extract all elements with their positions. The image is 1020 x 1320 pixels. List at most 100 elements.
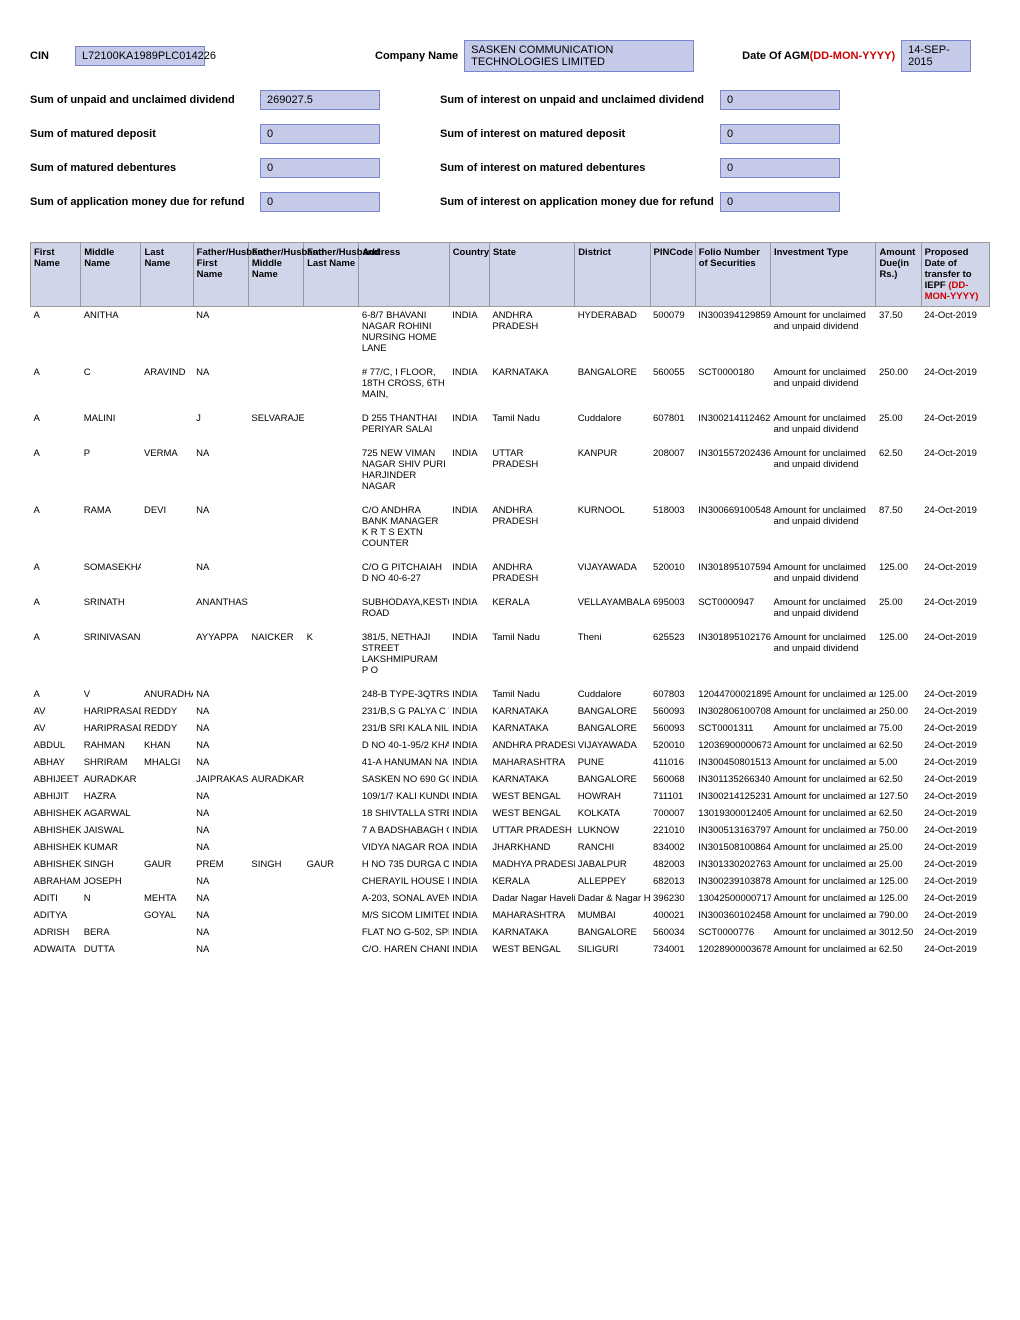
table-cell: VERMA — [141, 445, 193, 502]
table-cell: KOLKATA — [575, 805, 650, 822]
table-cell: NA — [193, 805, 248, 822]
table-cell — [141, 559, 193, 594]
table-row: ABHISHEKSINGHGAURPREMSINGHGAURH NO 735 D… — [31, 856, 990, 873]
table-cell: Amount for unclaimed an — [771, 924, 876, 941]
summary-left-value[interactable]: 0 — [260, 192, 380, 212]
table-cell: NA — [193, 890, 248, 907]
table-cell: SINGH — [81, 856, 141, 873]
table-cell: IN301135266340 — [695, 771, 770, 788]
table-cell: A — [31, 307, 81, 365]
summary-left-value[interactable]: 0 — [260, 124, 380, 144]
table-cell: REDDY — [141, 703, 193, 720]
table-row: ABHISHEKAGARWALNA18 SHIVTALLA STREEINDIA… — [31, 805, 990, 822]
table-cell — [304, 941, 359, 958]
table-cell: INDIA — [449, 754, 489, 771]
table-cell: JAIPRAKASH — [193, 771, 248, 788]
table-cell: 24-Oct-2019 — [921, 924, 989, 941]
table-cell: INDIA — [449, 594, 489, 629]
table-row: ADITYAGOYALNAM/S SICOM LIMITEDINDIAMAHAR… — [31, 907, 990, 924]
summary-right-value[interactable]: 0 — [720, 158, 840, 178]
table-cell: NA — [193, 686, 248, 703]
summary-right-value[interactable]: 0 — [720, 124, 840, 144]
table-cell — [248, 890, 303, 907]
table-cell: 3012.50 — [876, 924, 921, 941]
table-cell: INDIA — [449, 686, 489, 703]
table-cell: DUTTA — [81, 941, 141, 958]
th-state: State — [489, 243, 574, 307]
table-cell — [248, 822, 303, 839]
table-cell: 396230 — [650, 890, 695, 907]
table-cell: CHERAYIL HOUSE NE — [359, 873, 449, 890]
table-cell: NAICKER — [248, 629, 303, 686]
th-pincode: PINCode — [650, 243, 695, 307]
table-cell: IN30066910054815 — [695, 502, 770, 559]
table-cell: ALLEPPEY — [575, 873, 650, 890]
table-cell: ADITI — [31, 890, 81, 907]
table-cell: A — [31, 594, 81, 629]
table-cell: NA — [193, 907, 248, 924]
table-cell: ANDHRA PRADESH — [489, 502, 574, 559]
table-cell: NA — [193, 822, 248, 839]
table-cell: INDIA — [449, 805, 489, 822]
table-cell — [248, 703, 303, 720]
table-cell: 62.50 — [876, 737, 921, 754]
table-cell: 62.50 — [876, 805, 921, 822]
table-cell: SCT0001311 — [695, 720, 770, 737]
table-cell: A — [31, 410, 81, 445]
summary-left-value[interactable]: 269027.5 — [260, 90, 380, 110]
table-row: ABHISHEKKUMARNAVIDYA NAGAR ROADINDIAJHAR… — [31, 839, 990, 856]
table-cell: KHAN — [141, 737, 193, 754]
table-cell — [248, 502, 303, 559]
table-cell: INDIA — [449, 822, 489, 839]
table-row: AMALINIJSELVARAJEND 255 THANTHAI PERIYAR… — [31, 410, 990, 445]
table-cell: 24-Oct-2019 — [921, 890, 989, 907]
table-cell — [304, 410, 359, 445]
table-cell: 24-Oct-2019 — [921, 822, 989, 839]
table-cell: Amount for unclaimed and unpaid dividend — [771, 307, 876, 365]
table-cell: Amount for unclaimed an — [771, 720, 876, 737]
table-cell: A — [31, 502, 81, 559]
table-cell: H NO 735 DURGA CO — [359, 856, 449, 873]
table-cell: KARNATAKA — [489, 720, 574, 737]
table-cell: 6-8/7 BHAVANI NAGAR ROHINI NURSING HOME … — [359, 307, 449, 365]
summary-right-value[interactable]: 0 — [720, 192, 840, 212]
table-cell: 834002 — [650, 839, 695, 856]
table-cell — [248, 924, 303, 941]
cin-value[interactable]: L72100KA1989PLC014226 — [75, 46, 205, 66]
table-cell: ANDHRA PRADESH — [489, 737, 574, 754]
table-cell: Amount for unclaimed and unpaid dividend — [771, 364, 876, 410]
summary-right-value[interactable]: 0 — [720, 90, 840, 110]
table-cell: Amount for unclaimed an — [771, 907, 876, 924]
th-date: Proposed Date of transfer to IEPF (DD-MO… — [921, 243, 989, 307]
table-cell: HYDERABAD — [575, 307, 650, 365]
table-cell: JOSEPH — [81, 873, 141, 890]
table-cell: C — [81, 364, 141, 410]
company-value[interactable]: SASKEN COMMUNICATION TECHNOLOGIES LIMITE… — [464, 40, 694, 72]
table-cell — [141, 594, 193, 629]
table-cell: NA — [193, 873, 248, 890]
table-cell — [141, 771, 193, 788]
table-cell: 711101 — [650, 788, 695, 805]
table-cell: 560093 — [650, 703, 695, 720]
table-cell: AURADKAR — [248, 771, 303, 788]
summary-left-value[interactable]: 0 — [260, 158, 380, 178]
table-cell: KARNATAKA — [489, 364, 574, 410]
th-first-name: First Name — [31, 243, 81, 307]
table-cell: 625523 — [650, 629, 695, 686]
table-cell: Amount for unclaimed an — [771, 788, 876, 805]
table-cell: 24-Oct-2019 — [921, 856, 989, 873]
table-cell: IN30189510217670 — [695, 629, 770, 686]
table-cell: IN300239103878 — [695, 873, 770, 890]
table-cell: 682013 — [650, 873, 695, 890]
table-cell: Amount for unclaimed an — [771, 856, 876, 873]
table-cell: INDIA — [449, 502, 489, 559]
agm-value[interactable]: 14-SEP-2015 — [901, 40, 971, 72]
table-cell: IN30039412985929 — [695, 307, 770, 365]
table-cell: 24-Oct-2019 — [921, 873, 989, 890]
table-cell: 231/B SRI KALA NILA — [359, 720, 449, 737]
table-cell: INDIA — [449, 873, 489, 890]
table-cell: Tamil Nadu — [489, 629, 574, 686]
table-cell: 7 A BADSHABAGH C — [359, 822, 449, 839]
table-cell: NA — [193, 502, 248, 559]
table-cell: 24-Oct-2019 — [921, 788, 989, 805]
